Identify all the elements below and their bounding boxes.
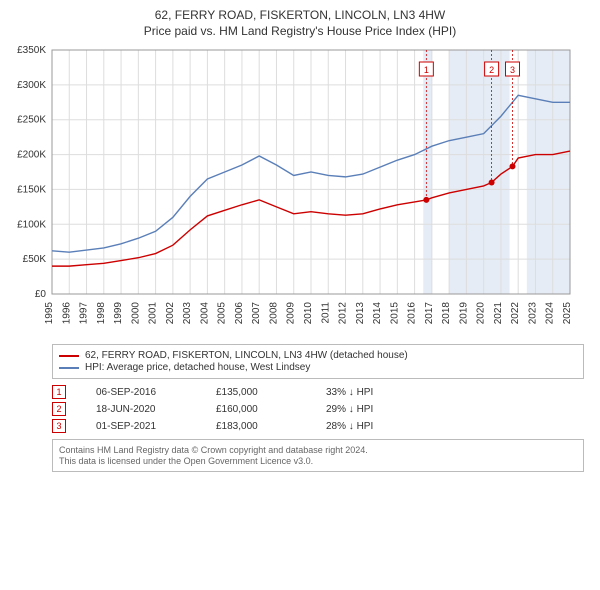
svg-text:2002: 2002: [165, 302, 176, 325]
svg-text:1: 1: [424, 65, 429, 75]
svg-text:1997: 1997: [79, 302, 90, 325]
svg-text:2014: 2014: [372, 302, 383, 325]
sales-table: 1 06-SEP-2016 £135,000 33% ↓ HPI 2 18-JU…: [52, 385, 584, 433]
sale-price: £183,000: [216, 421, 326, 432]
svg-text:2017: 2017: [424, 302, 435, 325]
legend-swatch-hpi: [59, 367, 79, 369]
svg-text:2010: 2010: [303, 302, 314, 325]
price-chart: £0 £50K £100K £150K £200K £250K £300K £350K 1995…: [8, 44, 578, 334]
svg-text:2009: 2009: [286, 302, 297, 325]
legend-label-property: 62, FERRY ROAD, FISKERTON, LINCOLN, LN3 …: [85, 350, 408, 361]
svg-text:£150K: £150K: [17, 184, 46, 195]
svg-text:2013: 2013: [355, 302, 366, 325]
svg-text:2019: 2019: [458, 302, 469, 325]
svg-text:1996: 1996: [61, 302, 72, 325]
svg-text:2004: 2004: [199, 302, 210, 325]
svg-text:2012: 2012: [338, 302, 349, 325]
sale-marker-icon: 3: [52, 419, 66, 433]
svg-text:2023: 2023: [527, 302, 538, 325]
sale-price: £160,000: [216, 404, 326, 415]
svg-text:2008: 2008: [268, 302, 279, 325]
sale-diff: 29% ↓ HPI: [326, 404, 436, 415]
svg-text:1999: 1999: [113, 302, 124, 325]
sale-row: 3 01-SEP-2021 £183,000 28% ↓ HPI: [52, 419, 584, 433]
sale-date: 01-SEP-2021: [96, 421, 216, 432]
legend-item-property: 62, FERRY ROAD, FISKERTON, LINCOLN, LN3 …: [59, 350, 577, 361]
svg-text:£0: £0: [35, 289, 47, 300]
sale-row: 1 06-SEP-2016 £135,000 33% ↓ HPI: [52, 385, 584, 399]
svg-text:1995: 1995: [44, 302, 55, 325]
legend: 62, FERRY ROAD, FISKERTON, LINCOLN, LN3 …: [52, 344, 584, 379]
svg-text:2000: 2000: [130, 302, 141, 325]
footer-attribution: Contains HM Land Registry data © Crown c…: [52, 439, 584, 472]
svg-text:£100K: £100K: [17, 219, 46, 230]
legend-swatch-property: [59, 355, 79, 357]
svg-text:2016: 2016: [407, 302, 418, 325]
svg-text:£250K: £250K: [17, 115, 46, 126]
svg-text:2001: 2001: [148, 302, 159, 325]
sale-date: 18-JUN-2020: [96, 404, 216, 415]
legend-item-hpi: HPI: Average price, detached house, West…: [59, 362, 577, 373]
sale-marker-icon: 1: [52, 385, 66, 399]
svg-text:£50K: £50K: [23, 254, 47, 265]
chart-title-block: 62, FERRY ROAD, FISKERTON, LINCOLN, LN3 …: [8, 8, 592, 38]
svg-text:3: 3: [510, 65, 515, 75]
sale-diff: 28% ↓ HPI: [326, 421, 436, 432]
footer-line1: Contains HM Land Registry data © Crown c…: [59, 445, 577, 455]
svg-text:2020: 2020: [476, 302, 487, 325]
sale-row: 2 18-JUN-2020 £160,000 29% ↓ HPI: [52, 402, 584, 416]
svg-text:2011: 2011: [320, 302, 331, 324]
svg-text:2003: 2003: [182, 302, 193, 325]
svg-text:2022: 2022: [510, 302, 521, 325]
svg-text:2021: 2021: [493, 302, 504, 325]
svg-text:2024: 2024: [545, 302, 556, 325]
svg-text:£200K: £200K: [17, 150, 46, 161]
svg-text:2015: 2015: [389, 302, 400, 325]
legend-label-hpi: HPI: Average price, detached house, West…: [85, 362, 310, 373]
svg-text:£300K: £300K: [17, 80, 46, 91]
footer-line2: This data is licensed under the Open Gov…: [59, 456, 577, 466]
svg-text:2005: 2005: [217, 302, 228, 325]
chart-title-address: 62, FERRY ROAD, FISKERTON, LINCOLN, LN3 …: [8, 8, 592, 22]
svg-text:2: 2: [489, 65, 494, 75]
chart-title-subtitle: Price paid vs. HM Land Registry's House …: [8, 24, 592, 38]
chart-container: £0 £50K £100K £150K £200K £250K £300K £350K 1995…: [8, 44, 592, 334]
sale-date: 06-SEP-2016: [96, 387, 216, 398]
sale-price: £135,000: [216, 387, 326, 398]
sale-diff: 33% ↓ HPI: [326, 387, 436, 398]
sale-marker-icon: 2: [52, 402, 66, 416]
svg-text:2025: 2025: [562, 302, 573, 325]
svg-text:£350K: £350K: [17, 45, 46, 56]
svg-text:2018: 2018: [441, 302, 452, 325]
svg-text:2007: 2007: [251, 302, 262, 325]
svg-text:1998: 1998: [96, 302, 107, 325]
svg-text:2006: 2006: [234, 302, 245, 325]
